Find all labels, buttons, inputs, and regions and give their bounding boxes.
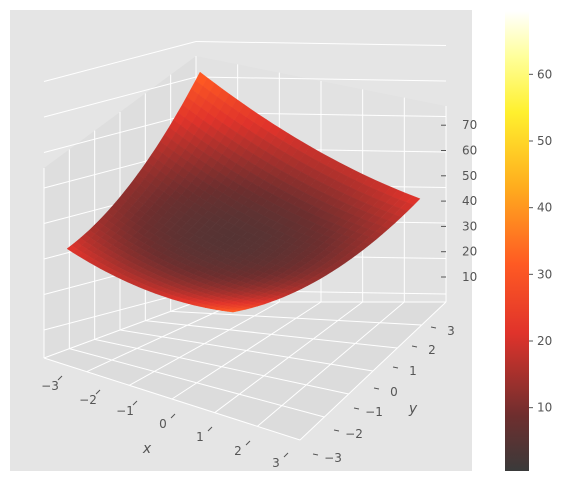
x-tick-label: −1 <box>116 404 134 418</box>
x-tick-mark <box>283 452 289 458</box>
x-tick-mark <box>245 440 251 446</box>
y-tick-label: −2 <box>345 427 363 441</box>
colorbar-tick-label: 10 <box>537 401 552 415</box>
z-tick-label: 20 <box>462 245 477 259</box>
x-tick-label: 3 <box>272 456 280 470</box>
colorbar-tick-label: 20 <box>537 334 552 348</box>
x-tick-label: 1 <box>196 430 204 444</box>
y-tick-mark <box>373 387 380 390</box>
z-tick-label: 10 <box>462 270 477 284</box>
y-tick-mark <box>353 407 360 410</box>
y-tick-label: 3 <box>447 324 455 338</box>
colorbar-tick-label: 60 <box>537 67 552 81</box>
y-tick-label: 1 <box>409 364 417 378</box>
colorbar-tick-label: 40 <box>537 201 552 215</box>
x-tick-mark <box>95 389 101 395</box>
y-tick-mark <box>430 326 437 329</box>
surface-plot <box>66 71 421 313</box>
x-tick-mark <box>207 426 213 432</box>
x-tick-label: −2 <box>79 393 97 407</box>
y-tick-mark <box>312 453 319 456</box>
colorbar-tick-label: 30 <box>537 267 552 281</box>
z-tick-label: 30 <box>462 219 477 233</box>
x-axis-label: x <box>142 441 152 457</box>
x-tick-mark <box>132 400 138 406</box>
x-tick-label: 0 <box>159 417 167 431</box>
z-tick-label: 50 <box>462 169 477 183</box>
colorbar <box>505 11 529 471</box>
surface-patch <box>227 309 240 313</box>
y-tick-mark <box>411 345 418 348</box>
x-tick-label: −3 <box>41 379 59 393</box>
y-tick-label: −3 <box>324 451 342 465</box>
y-tick-label: −1 <box>365 405 383 419</box>
y-tick-label: 2 <box>428 343 436 357</box>
z-tick-label: 70 <box>462 118 477 132</box>
y-tick-mark <box>392 366 399 369</box>
colorbar-ticks: 10 20 30 40 50 60 <box>529 67 552 415</box>
y-tick-label: 0 <box>390 385 398 399</box>
z-tick-label: 60 <box>462 144 477 158</box>
x-tick-mark <box>57 375 63 381</box>
x-tick-mark <box>170 413 176 419</box>
z-tick-label: 40 <box>462 194 477 208</box>
colorbar-tick-label: 50 <box>537 134 552 148</box>
y-axis-label: y <box>408 401 418 417</box>
x-tick-label: 2 <box>234 444 242 458</box>
x-tick-labels: −3 −2 −1 0 1 2 3 <box>41 375 289 470</box>
y-tick-mark <box>333 429 340 432</box>
z-tick-labels: 10 20 30 40 50 60 70 <box>441 118 477 284</box>
